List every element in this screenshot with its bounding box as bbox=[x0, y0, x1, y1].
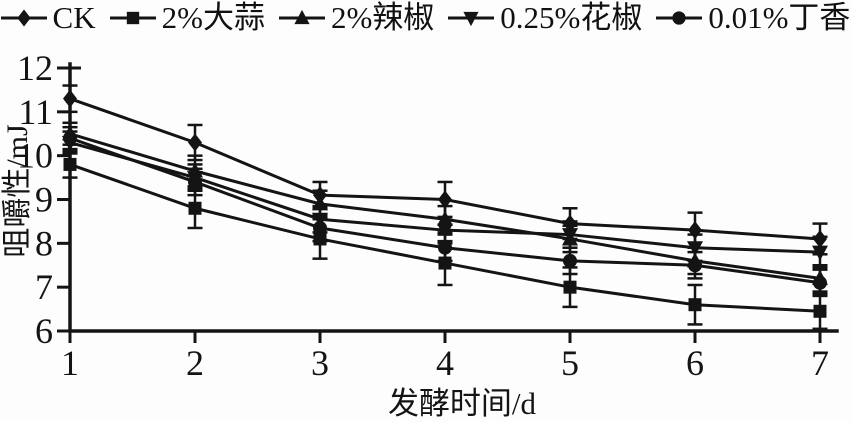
triangle-up-marker bbox=[294, 9, 310, 24]
square-marker bbox=[188, 201, 202, 215]
axis-lines bbox=[68, 62, 839, 333]
x-tick-label: 5 bbox=[561, 343, 579, 383]
legend-label: 0.01%丁香 bbox=[708, 0, 851, 35]
legend-item-5: 0.01%丁香 bbox=[656, 2, 850, 33]
x-tick-label: 7 bbox=[811, 343, 829, 383]
circle-marker-icon bbox=[656, 10, 703, 25]
y-tick-label: 9 bbox=[35, 180, 53, 220]
triangle-down-marker bbox=[687, 241, 703, 257]
x-tick-label: 1 bbox=[61, 343, 79, 383]
y-tick-label: 11 bbox=[18, 92, 53, 132]
x-tick-label: 3 bbox=[311, 343, 329, 383]
diamond-marker bbox=[16, 8, 31, 27]
circle-marker bbox=[813, 275, 827, 290]
y-axis-label: 咀嚼性/mJ bbox=[1, 124, 34, 258]
circle-marker bbox=[63, 131, 77, 146]
chart-legend: CK 2%大蒜 2%辣椒 0.25%花椒 0.01%丁香 bbox=[0, 2, 851, 33]
x-tick-label: 2 bbox=[186, 343, 204, 383]
y-tick-label: 6 bbox=[35, 311, 53, 351]
triangle-up-marker-icon bbox=[278, 9, 325, 24]
legend-label: CK bbox=[52, 0, 96, 35]
y-tick-label: 8 bbox=[35, 223, 53, 263]
y-tick-label: 12 bbox=[17, 48, 53, 88]
triangle-down-marker bbox=[812, 245, 828, 261]
square-marker bbox=[813, 304, 827, 318]
legend-item-3: 2%辣椒 bbox=[278, 0, 435, 35]
square-marker bbox=[563, 280, 577, 294]
x-tick-labels: 1 2 3 4 5 6 7 bbox=[61, 343, 829, 383]
x-tick-label: 6 bbox=[686, 343, 704, 383]
data-series-layer bbox=[62, 84, 828, 331]
legend-label: 2%辣椒 bbox=[330, 0, 435, 35]
diamond-marker bbox=[438, 190, 452, 209]
circle-marker bbox=[688, 258, 702, 273]
circle-marker bbox=[313, 220, 327, 235]
x-tick-label: 4 bbox=[436, 343, 454, 383]
legend-item-1: CK bbox=[0, 0, 96, 35]
diamond-marker bbox=[63, 89, 77, 108]
circle-marker bbox=[563, 253, 577, 268]
square-marker bbox=[126, 11, 139, 24]
triangle-down-marker bbox=[463, 11, 479, 26]
y-tick-label: 10 bbox=[17, 136, 53, 176]
x-axis-label: 发酵时间/d bbox=[388, 386, 537, 421]
triangle-down-marker-icon bbox=[448, 11, 495, 26]
legend-item-2: 2%大蒜 bbox=[109, 0, 265, 35]
y-tick-label: 7 bbox=[35, 267, 53, 307]
series-0.01%丁香 bbox=[62, 125, 828, 298]
legend-label: 2%大蒜 bbox=[161, 0, 265, 35]
diamond-marker-icon bbox=[0, 8, 47, 27]
square-marker bbox=[688, 298, 702, 312]
triangle-down-marker bbox=[437, 223, 453, 239]
legend-label: 0.25%花椒 bbox=[500, 0, 643, 35]
square-marker-icon bbox=[109, 11, 156, 24]
circle-marker bbox=[188, 174, 202, 189]
x-ticks bbox=[68, 331, 822, 343]
legend-item-4: 0.25%花椒 bbox=[448, 2, 642, 33]
triangle-down-marker bbox=[562, 228, 578, 244]
diamond-marker bbox=[188, 133, 202, 152]
circle-marker bbox=[438, 240, 452, 255]
square-marker bbox=[63, 157, 77, 171]
circle-marker bbox=[672, 10, 687, 25]
